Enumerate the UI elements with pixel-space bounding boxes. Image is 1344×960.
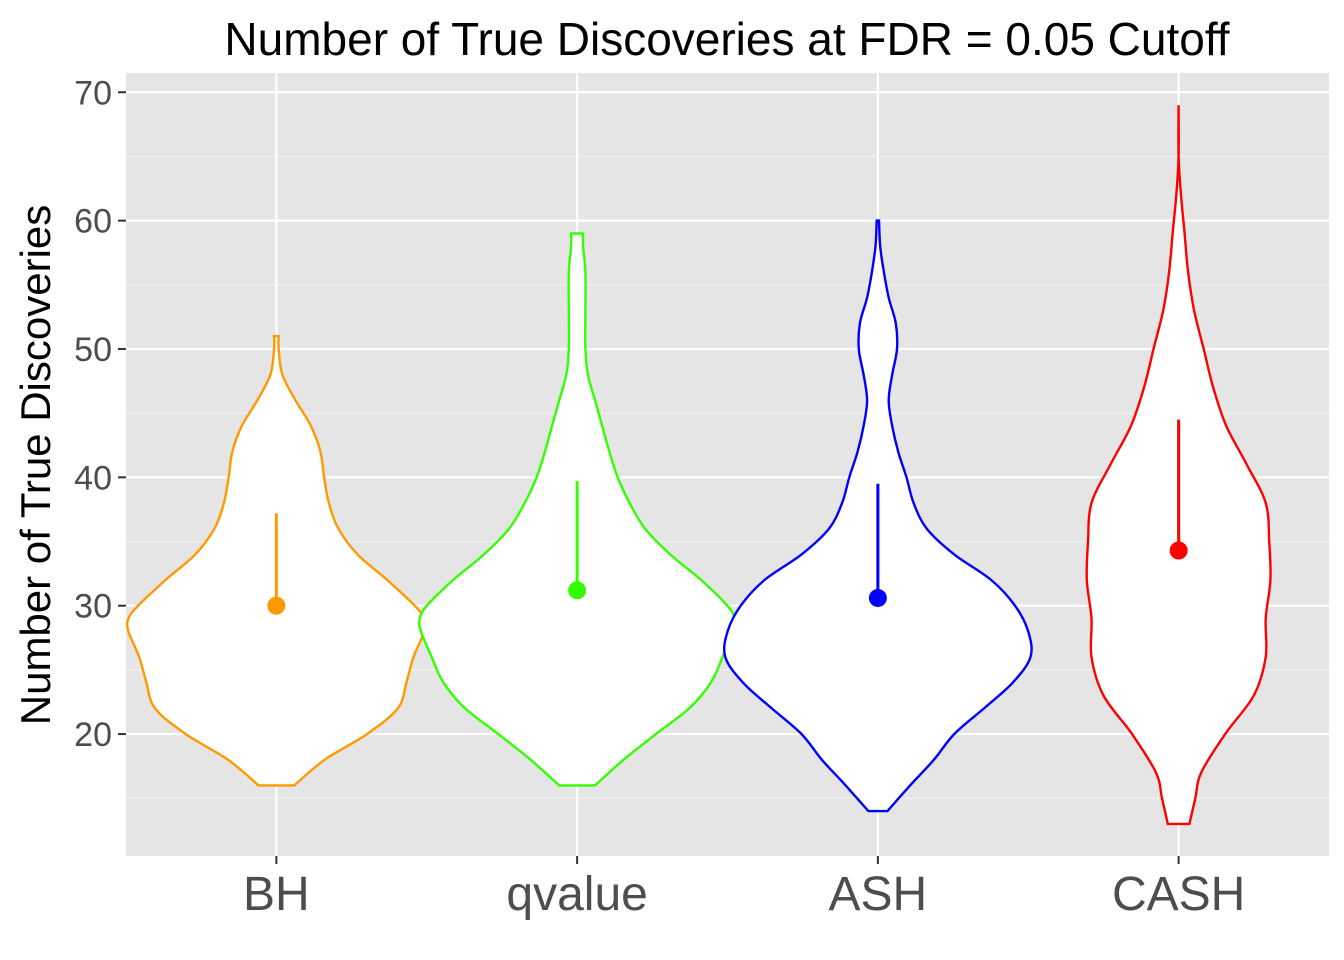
chart-title: Number of True Discoveries at FDR = 0.05… — [224, 13, 1229, 65]
x-tick-label: ASH — [829, 868, 928, 921]
violin-cash — [1085, 105, 1272, 826]
y-tick-label: 70 — [74, 74, 112, 112]
violins — [125, 105, 1272, 826]
y-tick-label: 60 — [74, 203, 112, 241]
x-tick-label: BH — [243, 868, 310, 921]
y-axis-label: Number of True Discoveries — [12, 205, 59, 726]
x-tick-label: CASH — [1112, 868, 1245, 921]
violin-ash — [722, 219, 1033, 813]
y-tick-label: 50 — [74, 331, 112, 369]
y-tick-label: 30 — [74, 588, 112, 626]
y-tick-label: 20 — [74, 716, 112, 754]
x-tick-label: qvalue — [506, 868, 647, 921]
violin-qvalue — [417, 232, 737, 787]
y-tick-label: 40 — [74, 459, 112, 497]
mean-point — [868, 588, 887, 607]
mean-point — [267, 596, 286, 615]
x-axis: BH qvalue ASH CASH — [243, 856, 1245, 921]
mean-point — [1169, 541, 1188, 560]
mean-point — [568, 581, 587, 600]
y-axis: 20 30 40 50 60 70 — [74, 74, 126, 754]
